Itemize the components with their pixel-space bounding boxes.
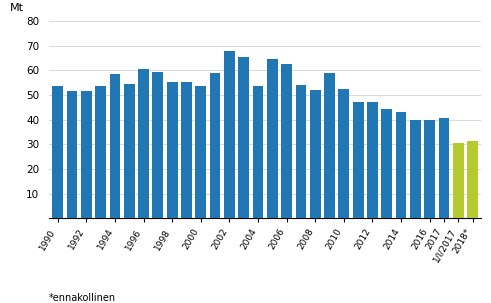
Bar (167, 82, 178, 218)
Bar (267, 59, 277, 218)
Bar (338, 89, 349, 218)
Text: *ennakollinen: *ennakollinen (49, 293, 116, 303)
Bar (367, 102, 378, 218)
Bar (424, 120, 435, 218)
Bar (281, 64, 292, 218)
Bar (353, 102, 363, 218)
Bar (224, 51, 235, 218)
Bar (95, 86, 106, 218)
Bar (53, 86, 63, 218)
Bar (382, 108, 392, 218)
Bar (467, 141, 478, 218)
Bar (238, 57, 249, 218)
Bar (81, 92, 92, 218)
Bar (253, 86, 263, 218)
Bar (396, 112, 407, 218)
Bar (210, 73, 220, 218)
Bar (410, 120, 421, 218)
Bar (453, 143, 464, 218)
Bar (195, 86, 206, 218)
Bar (67, 92, 78, 218)
Bar (310, 90, 321, 218)
Text: Mt: Mt (10, 3, 24, 13)
Bar (109, 74, 120, 218)
Bar (324, 73, 335, 218)
Bar (181, 82, 192, 218)
Bar (296, 85, 306, 218)
Bar (153, 72, 163, 218)
Bar (138, 69, 149, 218)
Bar (124, 84, 135, 218)
Bar (438, 118, 449, 218)
